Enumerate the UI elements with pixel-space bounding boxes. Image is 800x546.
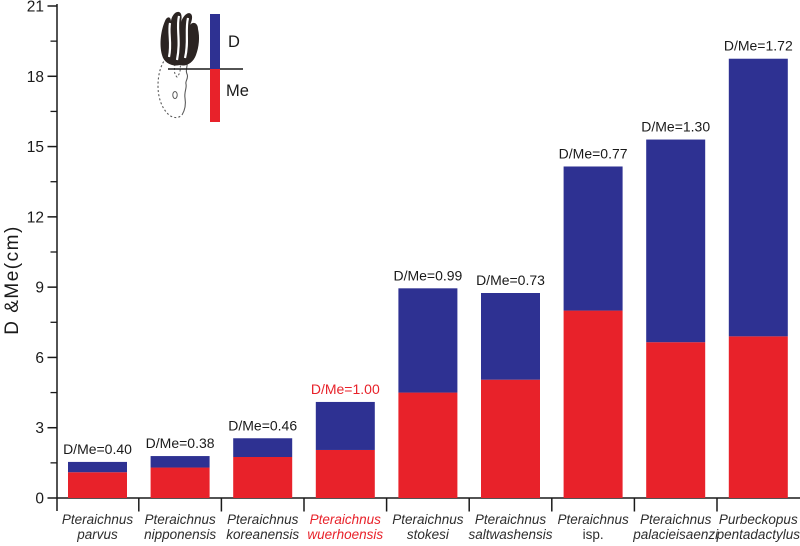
legend-d-label: D bbox=[228, 33, 240, 51]
bar-parvus-me-segment bbox=[68, 472, 127, 498]
plot-area: 036912151821D/Me=0.40PteraichnusparvusD/… bbox=[27, 0, 800, 542]
species-label-epithet-parvus: parvus bbox=[76, 527, 118, 542]
species-label-genus-wuerhoensis: Pteraichnus bbox=[310, 512, 382, 527]
y-tick-label: 18 bbox=[27, 69, 44, 86]
bar-parvus-d-segment bbox=[68, 461, 127, 473]
bar-wuerhoensis-me-segment bbox=[315, 449, 375, 498]
bar-koreanensis-d-segment bbox=[233, 438, 293, 457]
legend: D Me bbox=[157, 11, 249, 122]
ratio-label-stokesi: D/Me=0.99 bbox=[393, 267, 462, 283]
sole-outline-dotted bbox=[157, 57, 183, 119]
species-label-genus-stokesi: Pteraichnus bbox=[392, 512, 464, 527]
bar-pentadactylus-me-segment bbox=[728, 336, 788, 498]
species-label-genus-koreanensis: Pteraichnus bbox=[227, 512, 299, 527]
sole-outline-solid bbox=[181, 61, 189, 116]
digit-separator-3 bbox=[183, 17, 190, 59]
bar-saltwashensis-me-segment bbox=[481, 379, 540, 498]
species-label-epithet-saltwashensis: saltwashensis bbox=[468, 527, 552, 542]
bar-wuerhoensis-d-segment bbox=[315, 401, 375, 450]
sole-pad-mark bbox=[172, 91, 178, 99]
digit-impressions bbox=[160, 11, 200, 66]
ratio-label-nipponensis: D/Me=0.38 bbox=[146, 435, 215, 451]
ratio-label-parvus: D/Me=0.40 bbox=[63, 441, 132, 457]
bar-nipponensis-me-segment bbox=[150, 467, 210, 498]
species-label-genus-isp.: Pteraichnus bbox=[557, 512, 629, 527]
bar-isp.-d-segment bbox=[563, 166, 623, 311]
y-tick-label: 12 bbox=[27, 209, 44, 226]
species-label-genus-palacieisaenzi: Pteraichnus bbox=[640, 512, 712, 527]
legend-d-swatch bbox=[210, 14, 220, 69]
digit-separator-1 bbox=[167, 22, 172, 58]
species-label-genus-parvus: Pteraichnus bbox=[62, 512, 134, 527]
y-tick-label: 0 bbox=[35, 491, 44, 508]
ratio-label-wuerhoensis: D/Me=1.00 bbox=[311, 381, 380, 397]
y-tick-label: 21 bbox=[27, 0, 44, 16]
species-label-epithet-koreanensis: koreanensis bbox=[226, 527, 299, 542]
species-label-epithet-stokesi: stokesi bbox=[407, 527, 450, 542]
legend-me-label: Me bbox=[226, 82, 249, 100]
species-label-epithet-isp.: isp. bbox=[583, 527, 604, 542]
y-tick-label: 15 bbox=[27, 139, 44, 156]
species-label-genus-pentadactylus: Purbeckopus bbox=[719, 512, 798, 527]
y-axis-title: D &Me(cm) bbox=[2, 225, 23, 335]
species-label-genus-nipponensis: Pteraichnus bbox=[144, 512, 216, 527]
y-tick-label: 6 bbox=[35, 350, 44, 367]
ratio-label-pentadactylus: D/Me=1.72 bbox=[724, 38, 793, 54]
species-label-epithet-pentadactylus: pentadactylus bbox=[716, 527, 800, 542]
species-label-genus-saltwashensis: Pteraichnus bbox=[475, 512, 547, 527]
y-tick-label: 9 bbox=[35, 280, 44, 297]
species-label-epithet-wuerhoensis: wuerhoensis bbox=[307, 527, 383, 542]
ratio-label-isp.: D/Me=0.77 bbox=[559, 145, 628, 161]
bar-nipponensis-d-segment bbox=[150, 456, 210, 468]
bar-pentadactylus-d-segment bbox=[728, 58, 788, 337]
digit-separator-2 bbox=[175, 15, 181, 61]
ratio-label-saltwashensis: D/Me=0.73 bbox=[476, 272, 545, 288]
bar-saltwashensis-d-segment bbox=[481, 293, 540, 380]
bar-isp.-me-segment bbox=[563, 310, 623, 498]
pes-print-illustration bbox=[157, 11, 200, 119]
y-tick-label: 3 bbox=[35, 420, 44, 437]
species-label-epithet-palacieisaenzi: palacieisaenzi bbox=[632, 527, 719, 542]
species-label-epithet-nipponensis: nipponensis bbox=[144, 527, 216, 542]
legend-me-swatch bbox=[210, 69, 220, 122]
bar-stokesi-d-segment bbox=[398, 288, 458, 393]
bar-palacieisaenzi-d-segment bbox=[646, 139, 706, 343]
bar-palacieisaenzi-me-segment bbox=[646, 342, 706, 498]
bar-koreanensis-me-segment bbox=[233, 457, 293, 498]
ratio-label-koreanensis: D/Me=0.46 bbox=[228, 417, 297, 433]
bar-stokesi-me-segment bbox=[398, 392, 458, 498]
ratio-label-palacieisaenzi: D/Me=1.30 bbox=[641, 119, 710, 135]
